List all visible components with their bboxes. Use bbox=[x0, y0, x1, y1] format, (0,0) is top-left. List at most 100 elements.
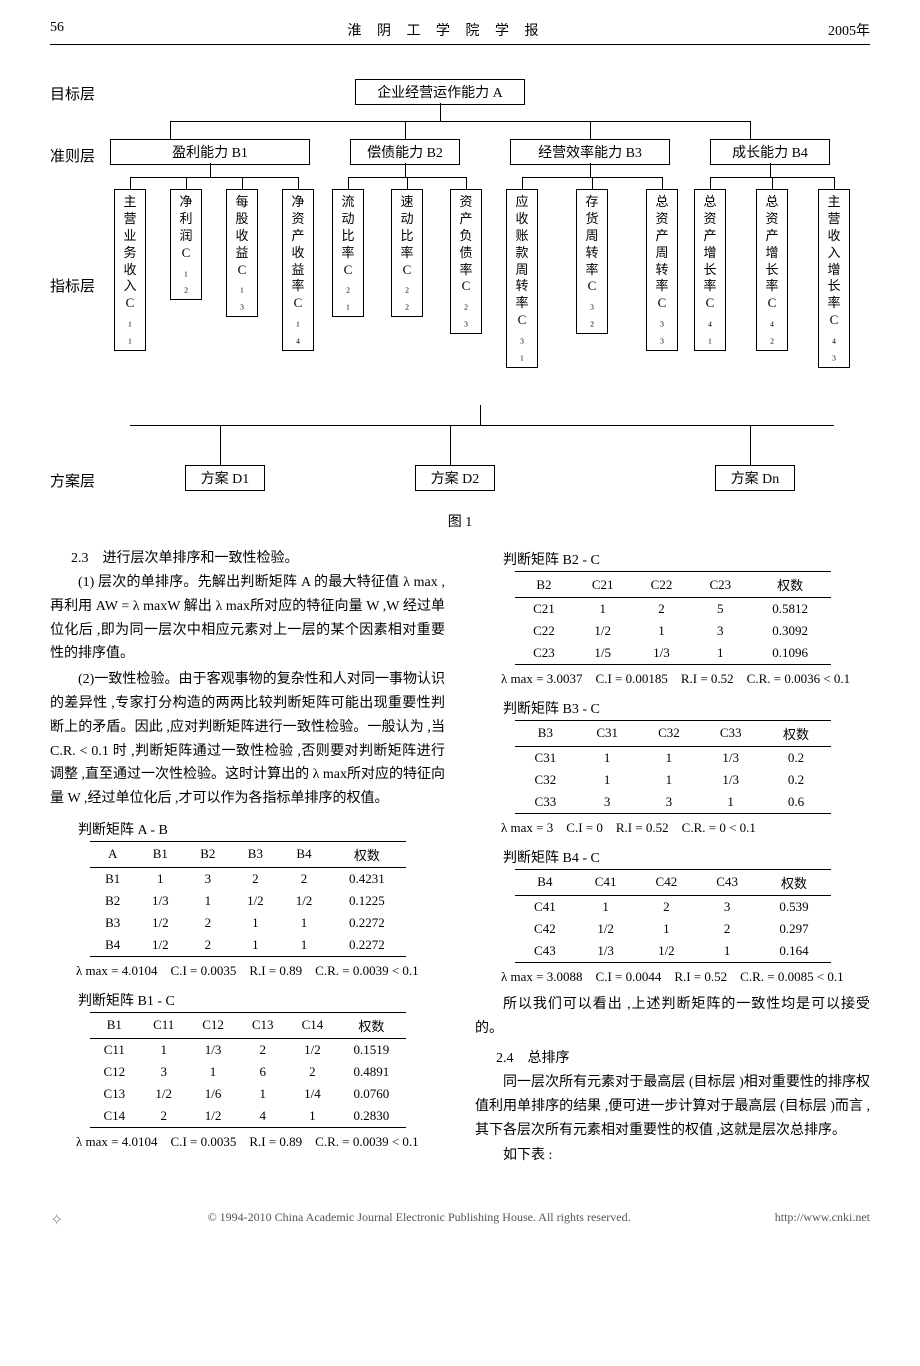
table-cell: 3 bbox=[697, 895, 758, 918]
table-cell: C11 bbox=[90, 1038, 140, 1061]
indicator-box: 流动比率C₂₁ bbox=[332, 189, 364, 317]
table-cell: 1/2 bbox=[288, 1038, 338, 1061]
table-row: C333310.6 bbox=[515, 791, 831, 814]
table-header-cell: C23 bbox=[691, 572, 750, 598]
year: 2005年 bbox=[828, 20, 870, 40]
table-row: C131/21/611/40.0760 bbox=[90, 1083, 406, 1105]
table-cell: 2 bbox=[636, 895, 697, 918]
table-cell: 0.5812 bbox=[750, 598, 831, 621]
table-cell: 2 bbox=[185, 912, 231, 934]
table-header-cell: C33 bbox=[700, 720, 762, 746]
table-row: C1111/321/20.1519 bbox=[90, 1038, 406, 1061]
table-cell: 1 bbox=[576, 746, 638, 769]
table-cell: 2 bbox=[231, 867, 280, 890]
table-header-cell: 权数 bbox=[758, 869, 831, 895]
table-header-cell: 权数 bbox=[762, 720, 831, 746]
table-cell: C33 bbox=[515, 791, 577, 814]
table-cell: 1/2 bbox=[280, 890, 329, 912]
criteria-b3: 经营效率能力 B3 bbox=[510, 139, 670, 165]
table-cell: 0.0760 bbox=[337, 1083, 405, 1105]
indicator-box: 总资产周转率C₃₃ bbox=[646, 189, 678, 351]
post-tables-text: 所以我们可以看出 ,上述判断矩阵的一致性均是可以接受的。 bbox=[475, 993, 870, 1041]
layer-plan-label: 方案层 bbox=[50, 470, 95, 491]
table-b2c-title: 判断矩阵 B2 - C bbox=[475, 549, 870, 569]
table-cell: 1/2 bbox=[188, 1105, 238, 1128]
table-cell: 0.4891 bbox=[337, 1061, 405, 1083]
table-cell: 0.1096 bbox=[750, 642, 831, 665]
table-cell: 1/3 bbox=[632, 642, 691, 665]
table-ab-stat: λ max = 4.0104 C.I = 0.0035 R.I = 0.89 C… bbox=[50, 961, 445, 982]
table-row: B113220.4231 bbox=[90, 867, 406, 890]
layer-criteria-label: 准则层 bbox=[50, 145, 95, 166]
table-header-cell: 权数 bbox=[328, 841, 405, 867]
table-cell: 0.164 bbox=[758, 940, 831, 963]
table-cell: 1 bbox=[231, 934, 280, 957]
table-cell: 2 bbox=[238, 1038, 288, 1061]
section-2-4-p2: 如下表 : bbox=[475, 1144, 870, 1168]
table-header-cell: B4 bbox=[515, 869, 576, 895]
indicator-box: 应收账款周转率C₃₁ bbox=[506, 189, 538, 368]
table-cell: 1 bbox=[280, 934, 329, 957]
table-cell: 1/3 bbox=[188, 1038, 238, 1061]
table-cell: C42 bbox=[515, 918, 576, 940]
table-b2c: B2C21C22C23权数C211250.5812C221/2130.3092C… bbox=[515, 571, 831, 665]
table-row: C31111/30.2 bbox=[515, 746, 831, 769]
table-b3c-stat: λ max = 3 C.I = 0 R.I = 0.52 C.R. = 0 < … bbox=[475, 818, 870, 839]
indicator-box: 主营业务收入C₁₁ bbox=[114, 189, 146, 351]
table-cell: 1 bbox=[185, 890, 231, 912]
table-cell: 0.6 bbox=[762, 791, 831, 814]
table-header-cell: C13 bbox=[238, 1012, 288, 1038]
table-cell: 5 bbox=[691, 598, 750, 621]
table-cell: 2 bbox=[288, 1061, 338, 1083]
table-header-cell: B2 bbox=[515, 572, 574, 598]
table-cell: C22 bbox=[515, 620, 574, 642]
figure-caption: 图 1 bbox=[50, 511, 870, 531]
plan-d1: 方案 D1 bbox=[185, 465, 265, 491]
root-box: 企业经营运作能力 A bbox=[355, 79, 525, 105]
right-column: 判断矩阵 B2 - C B2C21C22C23权数C211250.5812C22… bbox=[475, 541, 870, 1170]
plan-d2: 方案 D2 bbox=[415, 465, 495, 491]
table-cell: C12 bbox=[90, 1061, 140, 1083]
table-cell: 2 bbox=[632, 598, 691, 621]
table-row: B41/22110.2272 bbox=[90, 934, 406, 957]
table-cell: C43 bbox=[515, 940, 576, 963]
table-cell: 1 bbox=[139, 1038, 188, 1061]
table-ab: AB1B2B3B4权数B113220.4231B21/311/21/20.122… bbox=[90, 841, 406, 957]
indicator-box: 净利润C₁₂ bbox=[170, 189, 202, 300]
criteria-b4: 成长能力 B4 bbox=[710, 139, 830, 165]
table-cell: 1 bbox=[573, 598, 632, 621]
table-cell: 0.1225 bbox=[328, 890, 405, 912]
table-cell: 1 bbox=[288, 1105, 338, 1128]
section-2-4-title: 2.4 总排序 bbox=[475, 1047, 870, 1067]
table-ab-title: 判断矩阵 A - B bbox=[50, 819, 445, 839]
footer-url: http://www.cnki.net bbox=[775, 1210, 870, 1230]
table-row: C421/2120.297 bbox=[515, 918, 831, 940]
table-cell: 2 bbox=[280, 867, 329, 890]
table-cell: 0.539 bbox=[758, 895, 831, 918]
table-b4c-stat: λ max = 3.0088 C.I = 0.0044 R.I = 0.52 C… bbox=[475, 967, 870, 988]
table-cell: 1/4 bbox=[288, 1083, 338, 1105]
table-cell: 1 bbox=[136, 867, 185, 890]
table-cell: 3 bbox=[139, 1061, 188, 1083]
table-cell: 1/3 bbox=[575, 940, 636, 963]
table-header-cell: 权数 bbox=[337, 1012, 405, 1038]
table-row: C211250.5812 bbox=[515, 598, 831, 621]
table-cell: C41 bbox=[515, 895, 576, 918]
table-row: B31/22110.2272 bbox=[90, 912, 406, 934]
table-cell: 0.2 bbox=[762, 746, 831, 769]
table-cell: B4 bbox=[90, 934, 136, 957]
table-cell: 0.297 bbox=[758, 918, 831, 940]
table-header-cell: C32 bbox=[638, 720, 700, 746]
table-cell: 1/3 bbox=[700, 746, 762, 769]
table-header-cell: C22 bbox=[632, 572, 691, 598]
table-cell: 1 bbox=[238, 1083, 288, 1105]
table-b1c: B1C11C12C13C14权数C1111/321/20.1519C123162… bbox=[90, 1012, 406, 1128]
table-cell: 1 bbox=[632, 620, 691, 642]
table-cell: 0.2272 bbox=[328, 934, 405, 957]
table-header-cell: C21 bbox=[573, 572, 632, 598]
section-2-3-p2: (2)一致性检验。由于客观事物的复杂性和人对同一事物认识的差异性 ,专家打分构造… bbox=[50, 668, 445, 811]
table-b1c-stat: λ max = 4.0104 C.I = 0.0035 R.I = 0.89 C… bbox=[50, 1132, 445, 1153]
table-cell: C21 bbox=[515, 598, 574, 621]
table-header-cell: B1 bbox=[90, 1012, 140, 1038]
indicator-box: 净资产收益率C₁₄ bbox=[282, 189, 314, 351]
